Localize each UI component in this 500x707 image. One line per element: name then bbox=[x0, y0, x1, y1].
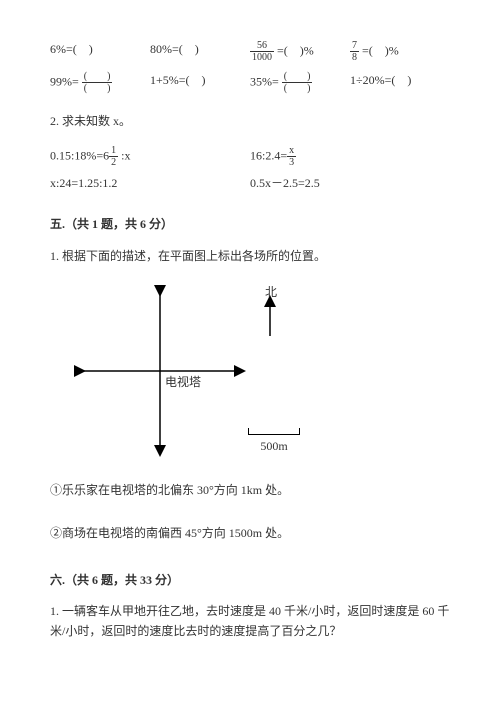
equation-row-1: 0.15:18%=612 :x 16:2.4=x3 bbox=[50, 145, 450, 168]
north-label: 北 bbox=[265, 283, 277, 302]
fraction: 56 1000 bbox=[250, 40, 274, 63]
section-6-title: 六.（共 6 题，共 33 分） bbox=[50, 571, 450, 590]
prob-2d: 1÷20%=( ) bbox=[350, 71, 450, 94]
percent-row-2: 99%= ( ) ( ) 1+5%=( ) 35%= ( ) ( ) 1÷20%… bbox=[50, 71, 450, 94]
prob-1c: 56 1000 =( )% bbox=[250, 40, 350, 63]
center-label: 电视塔 bbox=[165, 373, 201, 392]
prob-2a: 99%= ( ) ( ) bbox=[50, 71, 150, 94]
section-6-q1: 1. 一辆客车从甲地开往乙地，去时速度是 40 千米/小时，返回时速度是 60 … bbox=[50, 602, 450, 640]
fraction: 12 bbox=[109, 145, 118, 168]
percent-row-1: 6%=( ) 80%=( ) 56 1000 =( )% 7 8 =( )% bbox=[50, 40, 450, 63]
scale-label: 500m bbox=[248, 437, 300, 456]
q2-label: 2. 求未知数 x。 bbox=[50, 112, 450, 131]
eq-1b: 16:2.4=x3 bbox=[250, 145, 450, 168]
eq-2a: x:24=1.25:1.2 bbox=[50, 174, 250, 193]
lhs: 6% bbox=[50, 42, 66, 56]
compass-diagram: 北 电视塔 500m bbox=[70, 281, 330, 461]
fraction: 7 8 bbox=[350, 40, 359, 63]
prob-1d: 7 8 =( )% bbox=[350, 40, 450, 63]
paren-fraction: ( ) ( ) bbox=[282, 71, 313, 94]
paren-fraction: ( ) ( ) bbox=[82, 71, 113, 94]
section-5-q1: 1. 根据下面的描述，在平面图上标出各场所的位置。 bbox=[50, 247, 450, 266]
eq-2b: 0.5x－2.5=2.5 bbox=[250, 174, 450, 193]
sec5-item-1: ①乐乐家在电视塔的北偏东 30°方向 1km 处。 bbox=[50, 481, 450, 500]
eq-1a: 0.15:18%=612 :x bbox=[50, 145, 250, 168]
prob-1a: 6%=( ) bbox=[50, 40, 150, 63]
prob-2b: 1+5%=( ) bbox=[150, 71, 250, 94]
section-5-title: 五.（共 1 题，共 6 分） bbox=[50, 215, 450, 234]
equation-row-2: x:24=1.25:1.2 0.5x－2.5=2.5 bbox=[50, 174, 450, 193]
scale-indicator: 500m bbox=[248, 428, 300, 456]
prob-2c: 35%= ( ) ( ) bbox=[250, 71, 350, 94]
fraction: x3 bbox=[287, 145, 296, 168]
scale-bar bbox=[248, 428, 300, 435]
sec5-item-2: ②商场在电视塔的南偏西 45°方向 1500m 处。 bbox=[50, 524, 450, 543]
prob-1b: 80%=( ) bbox=[150, 40, 250, 63]
